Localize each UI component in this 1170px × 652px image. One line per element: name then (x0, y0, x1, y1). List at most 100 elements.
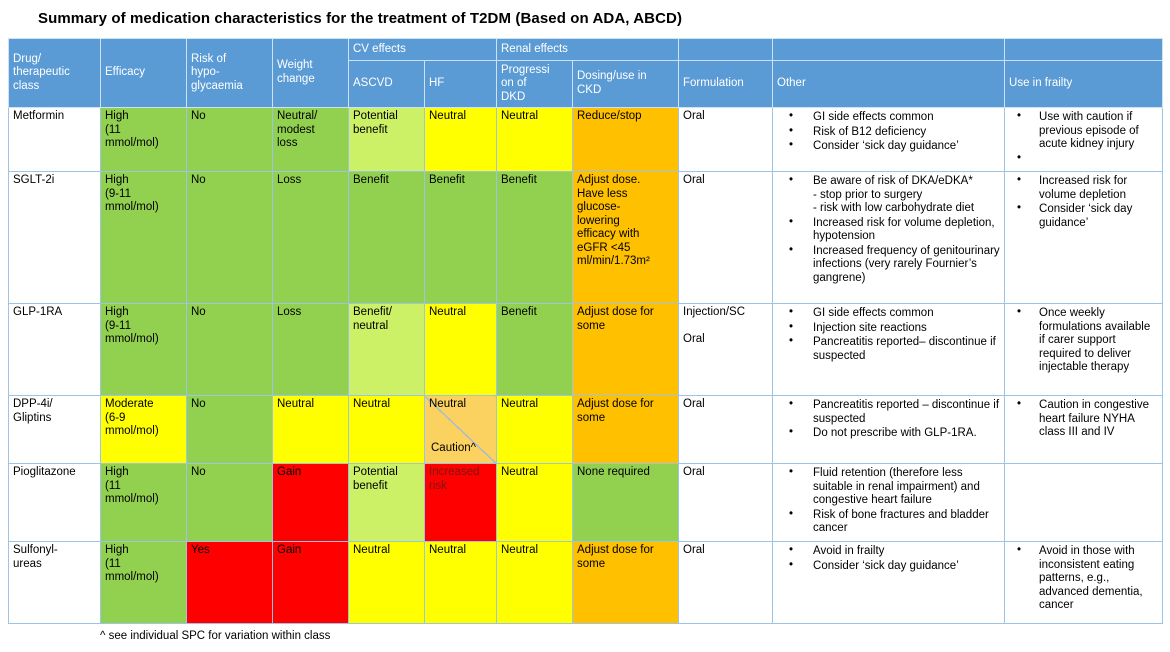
header-spacer-formulation (678, 38, 774, 61)
cell-hf: Increased risk (424, 463, 497, 542)
bullet-item: Consider ‘sick day guidance’ (777, 139, 1000, 154)
cell-dkd: Neutral (496, 107, 573, 172)
cell-efficacy: High (11 mmol/mol) (100, 463, 187, 542)
table-row-sulfonylureas: Sulfonyl- ureas High (11 mmol/mol) Yes G… (8, 541, 1164, 624)
bullet-item: Pancreatitis reported – discontinue if s… (777, 398, 1000, 426)
cell-drug: Sulfonyl- ureas (8, 541, 101, 624)
cell-weight: Gain (272, 541, 349, 624)
bullet-item: Risk of bone fractures and bladder cance… (777, 508, 1000, 536)
cell-drug: DPP-4i/ Gliptins (8, 395, 101, 464)
cell-drug: Pioglitazone (8, 463, 101, 542)
cell-hypo: No (186, 303, 273, 396)
cell-formulation: Oral (678, 541, 774, 624)
cell-formulation: Oral (678, 171, 774, 304)
table-row-sglt2i: SGLT-2i High (9-11 mmol/mol) No Loss Ben… (8, 171, 1164, 304)
cell-formulation: Injection/SC Oral (678, 303, 774, 396)
cell-hf-split: Neutral Caution^ (424, 395, 497, 464)
cell-frailty: Increased risk for volume depletion Cons… (1004, 171, 1164, 304)
cell-frailty: Use with caution if previous episode of … (1004, 107, 1164, 172)
bullet-item: Once weekly formulations available if ca… (1009, 306, 1158, 375)
cell-ascvd: Potential benefit (348, 463, 425, 542)
cell-other: Pancreatitis reported – discontinue if s… (772, 395, 1006, 464)
cell-ckd: Reduce/stop (571, 107, 680, 172)
cell-other: GI side effects common Risk of B12 defic… (772, 107, 1006, 172)
cell-hf: Neutral (424, 541, 497, 624)
cell-hypo: No (186, 463, 273, 542)
cell-other: Be aware of risk of DKA/eDKA* - stop pri… (772, 171, 1006, 304)
cell-weight: Neutral/ modest loss (272, 107, 349, 172)
cell-ckd: Adjust dose. Have less glucose- lowering… (571, 171, 680, 304)
table-row-glp1ra: GLP-1RA High (9-11 mmol/mol) No Loss Ben… (8, 303, 1164, 396)
col-header-weight: Weight change (272, 38, 349, 108)
cell-frailty: Once weekly formulations available if ca… (1004, 303, 1164, 396)
bullet-item: GI side effects common (777, 306, 1000, 321)
bullet-item: Caution in congestive heart failure NYHA… (1009, 398, 1158, 440)
cell-dkd: Neutral (496, 463, 573, 542)
bullet-item: Increased risk for volume depletion (1009, 174, 1158, 202)
cell-formulation: Oral (678, 463, 774, 542)
col-header-hypo: Risk of hypo- glycaemia (186, 38, 273, 108)
col-header-ckd: Dosing/use in CKD (571, 60, 680, 108)
table-row-metformin: Metformin High (11 mmol/mol) No Neutral/… (8, 107, 1164, 172)
bullet-item: Increased frequency of genitourinary inf… (777, 244, 1000, 286)
cell-ascvd: Neutral (348, 541, 425, 624)
bullet-item: Avoid in frailty (777, 544, 1000, 559)
cell-frailty (1004, 463, 1164, 542)
cell-weight: Loss (272, 171, 349, 304)
split-bottom-label: Caution^ (431, 442, 477, 455)
table-row-pioglitazone: Pioglitazone High (11 mmol/mol) No Gain … (8, 463, 1164, 542)
cell-dkd: Benefit (496, 171, 573, 304)
footnote: ^ see individual SPC for variation withi… (100, 630, 331, 642)
group-header-cv-effects: CV effects (348, 38, 497, 61)
cell-ascvd: Benefit/ neutral (348, 303, 425, 396)
cell-other: Fluid retention (therefore less suitable… (772, 463, 1006, 542)
col-header-ascvd: ASCVD (348, 60, 425, 108)
cell-other: GI side effects common Injection site re… (772, 303, 1006, 396)
col-header-efficacy: Efficacy (100, 38, 187, 108)
group-header-renal-effects: Renal effects (495, 38, 680, 61)
cell-efficacy: High (11 mmol/mol) (100, 541, 187, 624)
cell-efficacy: High (11 mmol/mol) (100, 107, 187, 172)
header-spacer-other (772, 38, 1006, 61)
bullet-item: Pancreatitis reported– discontinue if su… (777, 335, 1000, 363)
cell-ckd: Adjust dose for some (571, 541, 680, 624)
medication-table: Drug/ therapeutic class Efficacy Risk of… (8, 38, 1164, 624)
bullet-item: Fluid retention (therefore less suitable… (777, 466, 1000, 508)
cell-ckd: None required (571, 463, 680, 542)
col-header-dkd: Progressi on of DKD (496, 60, 573, 108)
bullet-item: GI side effects common (777, 110, 1000, 125)
page-title: Summary of medication characteristics fo… (38, 10, 683, 27)
bullet-item: Injection site reactions (777, 321, 1000, 336)
cell-drug: Metformin (8, 107, 101, 172)
cell-formulation: Oral (678, 395, 774, 464)
col-header-drug: Drug/ therapeutic class (8, 38, 101, 108)
cell-frailty: Avoid in those with inconsistent eating … (1004, 541, 1164, 624)
cell-hypo: Yes (186, 541, 273, 624)
col-header-frailty: Use in frailty (1004, 60, 1164, 108)
cell-dkd: Benefit (496, 303, 573, 396)
col-header-other: Other (772, 60, 1006, 108)
cell-ascvd: Potential benefit (348, 107, 425, 172)
bullet-item: Increased risk for volume depletion, hyp… (777, 216, 1000, 244)
col-header-formulation: Formulation (678, 60, 774, 108)
bullet-item: Consider ‘sick day guidance’ (1009, 202, 1158, 230)
cell-dkd: Neutral (496, 541, 573, 624)
header-spacer-frailty (1004, 38, 1164, 61)
bullet-item: Consider ‘sick day guidance’ (777, 559, 1000, 574)
cell-other: Avoid in frailty Consider ‘sick day guid… (772, 541, 1006, 624)
cell-hf: Benefit (424, 171, 497, 304)
bullet-item: Risk of B12 deficiency (777, 125, 1000, 140)
cell-weight: Loss (272, 303, 349, 396)
cell-ckd: Adjust dose for some (571, 303, 680, 396)
cell-ascvd: Neutral (348, 395, 425, 464)
cell-ascvd: Benefit (348, 171, 425, 304)
cell-hypo: No (186, 395, 273, 464)
split-top-label: Neutral (429, 398, 467, 410)
bullet-item: Avoid in those with inconsistent eating … (1009, 544, 1158, 613)
cell-efficacy: High (9-11 mmol/mol) (100, 171, 187, 304)
cell-frailty: Caution in congestive heart failure NYHA… (1004, 395, 1164, 464)
cell-hf: Neutral (424, 107, 497, 172)
bullet-item: Do not prescribe with GLP-1RA. (777, 426, 1000, 441)
cell-hypo: No (186, 171, 273, 304)
